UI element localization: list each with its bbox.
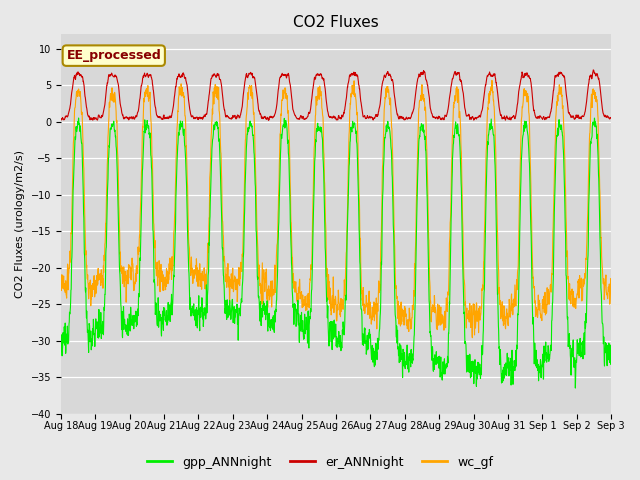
Y-axis label: CO2 Fluxes (urology/m2/s): CO2 Fluxes (urology/m2/s) — [15, 150, 25, 298]
Legend: gpp_ANNnight, er_ANNnight, wc_gf: gpp_ANNnight, er_ANNnight, wc_gf — [142, 451, 498, 474]
Title: CO2 Fluxes: CO2 Fluxes — [293, 15, 379, 30]
Text: EE_processed: EE_processed — [67, 49, 161, 62]
